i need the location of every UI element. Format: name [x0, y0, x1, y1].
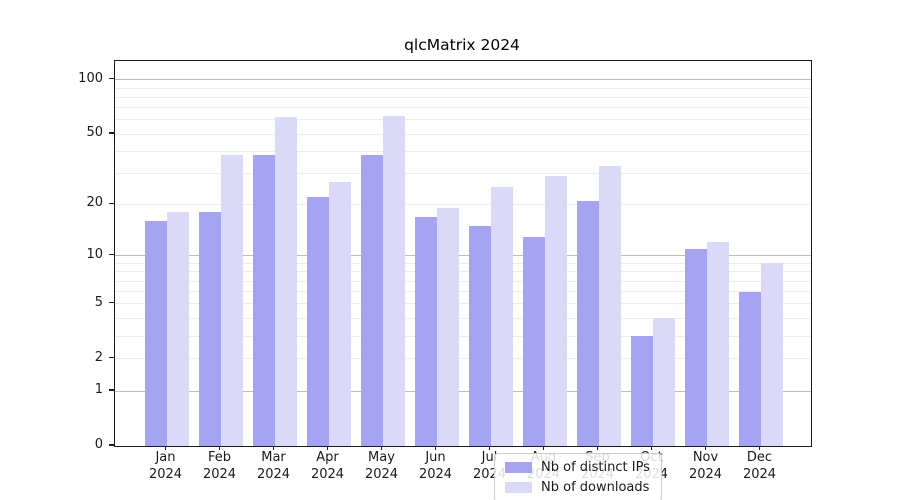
legend-label-ips: Nb of distinct IPs	[541, 460, 650, 475]
bar-downloads-nov	[706, 242, 729, 446]
bar-ips-mar	[252, 155, 275, 446]
y-tick-mark-2	[109, 357, 114, 359]
gridline-5	[115, 303, 811, 305]
bar-downloads-aug	[544, 176, 567, 446]
y-tick-mark-10	[109, 254, 114, 256]
bar-ips-dec	[738, 291, 761, 446]
gridline-80	[115, 96, 811, 98]
bar-downloads-feb	[220, 155, 243, 446]
y-tick-mark-5	[109, 302, 114, 304]
bar-ips-jul	[468, 226, 491, 446]
y-tick-label-0: 0	[94, 437, 103, 452]
bar-ips-feb	[198, 212, 221, 446]
bar-ips-apr	[306, 197, 329, 446]
x-tick-mark-jan	[164, 446, 167, 450]
gridline-2	[115, 358, 811, 360]
y-tick-label-10: 10	[86, 246, 103, 262]
bar-downloads-jun	[436, 208, 459, 446]
bar-ips-nov	[684, 248, 707, 446]
bar-ips-jan	[144, 221, 167, 446]
gridline-100	[115, 79, 811, 81]
x-tick-label-feb: Feb 2024	[202, 450, 237, 482]
x-tick-label-nov: Nov 2024	[688, 450, 723, 482]
x-tick-mark-aug	[542, 446, 545, 450]
gridline-10	[115, 255, 811, 257]
x-tick-mark-jul	[488, 446, 491, 450]
chart-title: qlcMatrix 2024	[404, 36, 520, 54]
x-tick-label-dec: Dec 2024	[742, 450, 777, 482]
y-tick-mark-20	[109, 202, 114, 205]
x-tick-mark-nov	[704, 446, 707, 450]
gridline-70	[115, 107, 811, 109]
x-tick-mark-sep	[596, 446, 599, 450]
x-tick-mark-mar	[272, 446, 275, 450]
y-tick-mark-0	[109, 444, 114, 446]
gridline-90	[115, 87, 811, 89]
y-tick-mark-50	[109, 132, 114, 134]
bar-downloads-jan	[166, 212, 189, 446]
bar-ips-may	[360, 155, 383, 446]
x-tick-label-apr: Apr 2024	[310, 450, 345, 482]
bar-ips-sep	[576, 200, 599, 446]
gridline-9	[115, 262, 811, 264]
x-tick-mark-feb	[218, 446, 221, 450]
y-tick-label-50: 50	[86, 125, 103, 141]
y-tick-label-5: 5	[94, 294, 103, 310]
gridline-50	[115, 133, 811, 135]
bar-downloads-dec	[760, 263, 783, 446]
gridline-3	[115, 335, 811, 337]
x-tick-label-jun: Jun 2024	[418, 450, 453, 482]
legend-label-downloads: Nb of downloads	[541, 480, 650, 495]
bar-downloads-mar	[274, 117, 297, 446]
gridline-20	[115, 203, 811, 205]
legend-swatch-downloads	[505, 482, 532, 493]
y-tick-label-100: 100	[78, 70, 103, 86]
y-tick-label-2: 2	[94, 349, 103, 365]
x-tick-mark-oct	[650, 446, 653, 450]
y-tick-mark-1	[109, 389, 114, 391]
gridline-40	[115, 150, 811, 152]
y-tick-label-20: 20	[86, 195, 103, 211]
bar-downloads-oct	[652, 318, 675, 446]
legend: Nb of distinct IPs Nb of downloads	[494, 453, 662, 500]
gridline-7	[115, 280, 811, 282]
legend-entry-ips: Nb of distinct IPs	[505, 460, 650, 475]
x-tick-mark-may	[380, 446, 383, 450]
x-tick-label-mar: Mar 2024	[256, 450, 291, 482]
x-tick-label-jan: Jan 2024	[148, 450, 183, 482]
plot-area: Nb of distinct IPs Nb of downloads	[114, 60, 812, 500]
gridline-1	[115, 390, 811, 392]
legend-swatch-ips	[505, 462, 532, 473]
x-tick-mark-jun	[434, 446, 437, 450]
x-tick-mark-dec	[758, 446, 761, 450]
gridline-8	[115, 271, 811, 273]
bar-downloads-apr	[328, 181, 351, 446]
gridline-4	[115, 317, 811, 319]
bar-downloads-sep	[598, 166, 621, 446]
bar-downloads-may	[382, 116, 405, 446]
legend-entry-downloads: Nb of downloads	[505, 480, 650, 495]
bar-downloads-jul	[490, 187, 513, 446]
gridline-30	[115, 173, 811, 175]
y-tick-mark-100	[109, 78, 114, 80]
bar-ips-aug	[522, 236, 545, 446]
gridline-6	[115, 291, 811, 293]
gridline-60	[115, 119, 811, 121]
x-tick-mark-apr	[326, 446, 329, 450]
x-tick-label-may: May 2024	[364, 450, 399, 482]
bar-ips-jun	[414, 216, 437, 446]
y-tick-label-1: 1	[94, 382, 103, 397]
bar-ips-oct	[630, 336, 653, 446]
